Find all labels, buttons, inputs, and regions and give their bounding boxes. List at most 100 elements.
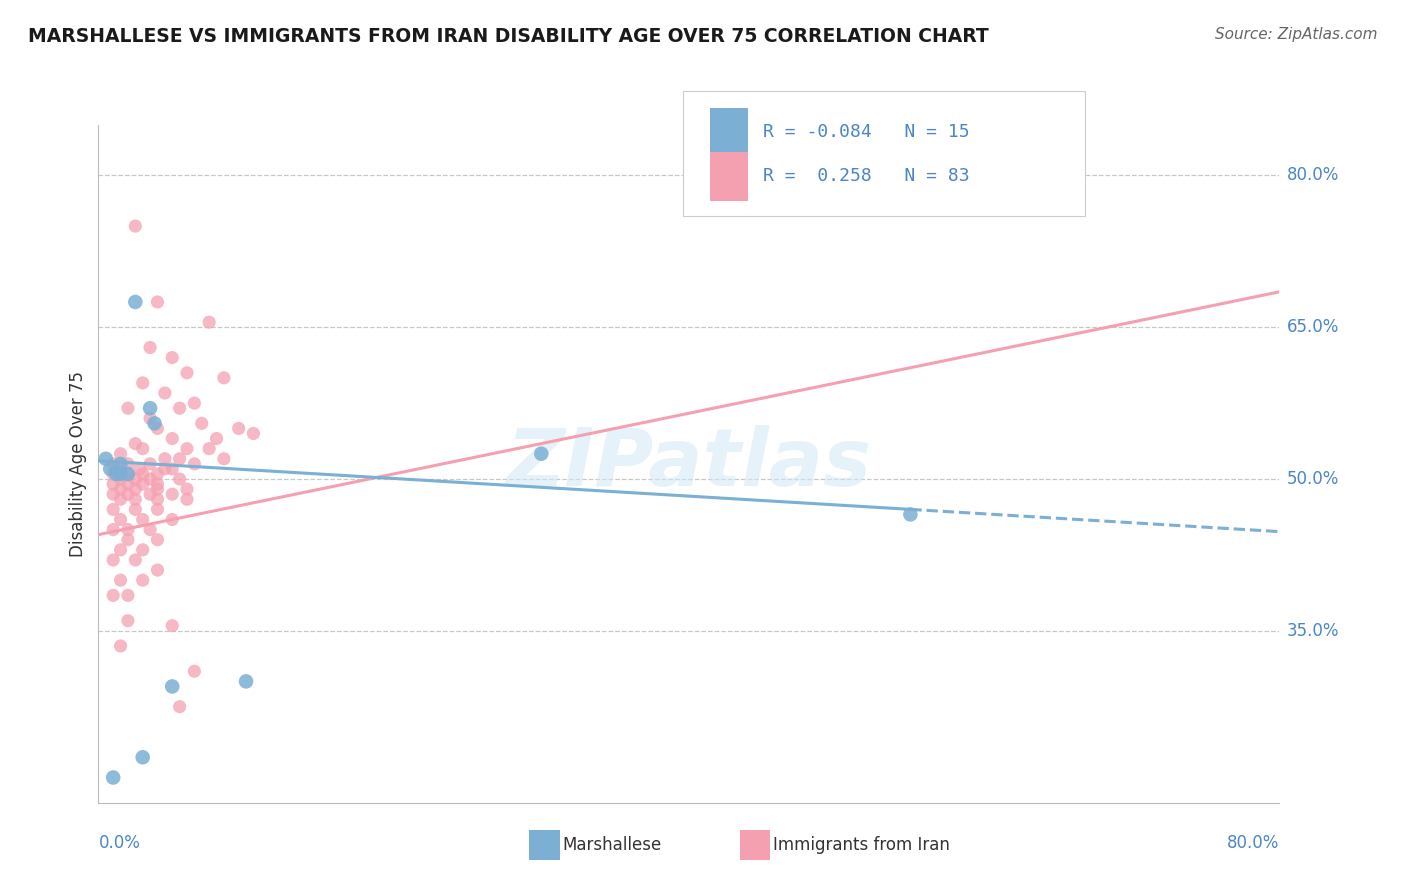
Point (169, 472, 191, 486)
Point (139, 341, 162, 355)
Point (117, 401, 139, 416)
Point (143, 417, 166, 431)
Point (162, 487, 183, 501)
Point (117, 487, 139, 501)
Point (228, 421, 250, 435)
Point (139, 411, 162, 425)
Point (132, 477, 155, 491)
Point (205, 432, 228, 446)
Point (198, 442, 221, 456)
Point (162, 462, 183, 476)
Point (132, 442, 155, 456)
Point (124, 482, 146, 496)
Point (132, 376, 155, 390)
Point (235, 674, 257, 689)
Point (103, 523, 125, 537)
Point (139, 472, 162, 486)
Point (146, 502, 169, 516)
Point (153, 462, 176, 476)
Point (162, 618, 183, 632)
Point (103, 467, 125, 481)
Point (103, 588, 125, 602)
Point (146, 421, 169, 435)
Point (103, 487, 125, 501)
Point (139, 523, 162, 537)
Point (105, 467, 128, 481)
Point (117, 457, 139, 471)
Point (183, 457, 205, 471)
Text: ZIPatlas: ZIPatlas (506, 425, 872, 503)
Text: Source: ZipAtlas.com: Source: ZipAtlas.com (1215, 27, 1378, 42)
Point (110, 512, 132, 526)
Point (132, 573, 155, 587)
Point (146, 563, 169, 577)
Point (103, 771, 125, 785)
Point (169, 451, 191, 466)
Point (169, 401, 191, 416)
Point (132, 512, 155, 526)
Point (176, 442, 198, 456)
Point (212, 451, 235, 466)
Point (117, 614, 139, 628)
Point (124, 553, 146, 567)
Text: R =  0.258   N = 83: R = 0.258 N = 83 (763, 168, 970, 186)
FancyBboxPatch shape (710, 152, 748, 201)
Point (124, 219, 146, 233)
Point (132, 467, 155, 481)
Point (139, 457, 162, 471)
Point (124, 502, 146, 516)
Point (103, 477, 125, 491)
Point (110, 472, 132, 486)
Point (105, 462, 128, 476)
Y-axis label: Disability Age Over 75: Disability Age Over 75 (69, 371, 87, 557)
Point (146, 477, 169, 491)
Point (110, 467, 132, 481)
Point (169, 699, 191, 714)
Point (176, 492, 198, 507)
FancyBboxPatch shape (683, 91, 1084, 217)
FancyBboxPatch shape (710, 108, 748, 157)
Point (110, 482, 132, 496)
Text: MARSHALLESE VS IMMIGRANTS FROM IRAN DISABILITY AGE OVER 75 CORRELATION CHART: MARSHALLESE VS IMMIGRANTS FROM IRAN DISA… (28, 27, 988, 45)
Point (198, 315, 221, 329)
Point (124, 436, 146, 450)
Point (146, 467, 169, 481)
Point (212, 371, 235, 385)
Text: 50.0%: 50.0% (1286, 470, 1339, 488)
Point (110, 639, 132, 653)
Point (117, 533, 139, 547)
Text: R = -0.084   N = 15: R = -0.084 N = 15 (763, 123, 970, 141)
Point (124, 472, 146, 486)
Point (117, 467, 139, 481)
Point (530, 447, 553, 461)
Point (176, 482, 198, 496)
Point (146, 482, 169, 496)
Point (183, 665, 205, 679)
Point (191, 417, 214, 431)
Text: 80.0%: 80.0% (1227, 834, 1279, 852)
Point (146, 533, 169, 547)
Point (162, 512, 183, 526)
Point (176, 366, 198, 380)
Point (98, 462, 121, 476)
Point (117, 477, 139, 491)
Point (124, 295, 146, 310)
Point (132, 542, 155, 557)
Point (139, 401, 162, 416)
Point (124, 492, 146, 507)
Point (183, 396, 205, 410)
Point (110, 542, 132, 557)
Point (103, 502, 125, 516)
Point (162, 680, 183, 694)
Point (103, 553, 125, 567)
Point (110, 573, 132, 587)
Text: 65.0%: 65.0% (1286, 318, 1339, 336)
Point (103, 457, 125, 471)
Point (117, 588, 139, 602)
Point (139, 487, 162, 501)
Point (117, 467, 139, 481)
Point (153, 386, 176, 401)
Point (94, 451, 117, 466)
Text: Immigrants from Iran: Immigrants from Iran (773, 836, 950, 854)
Point (128, 462, 150, 476)
